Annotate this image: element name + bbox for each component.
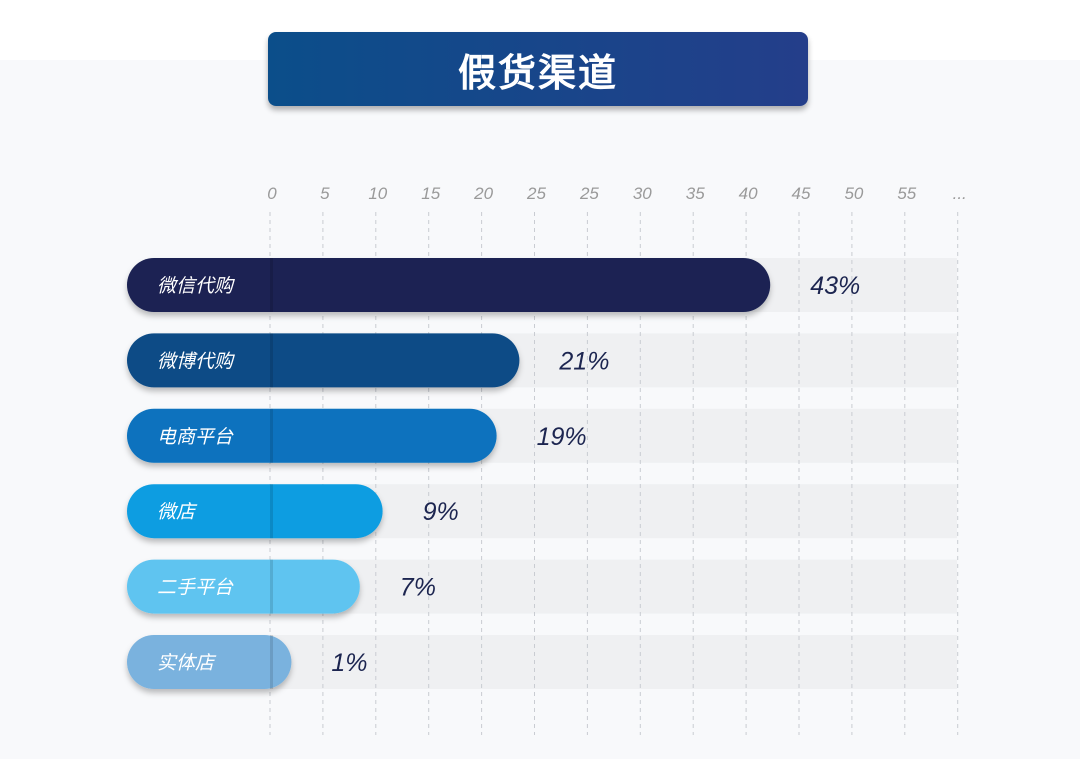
x-tick-label: 30 xyxy=(633,184,652,203)
chart-title: 假货渠道 xyxy=(268,32,808,106)
bar-track xyxy=(270,559,957,614)
value-label: 19% xyxy=(537,423,587,451)
x-tick-label: 15 xyxy=(421,184,440,203)
x-tick-label: 10 xyxy=(368,184,387,203)
bar-divider xyxy=(270,333,273,388)
value-label: 21% xyxy=(558,347,609,375)
category-label: 微信代购 xyxy=(157,275,235,297)
bar-track xyxy=(270,484,957,539)
bar xyxy=(127,484,383,539)
x-tick-label: 50 xyxy=(844,184,863,203)
bar xyxy=(127,635,292,689)
x-tick-label: 25 xyxy=(579,184,599,203)
x-tick-label: 0 xyxy=(267,184,277,203)
bar-track xyxy=(270,635,957,689)
value-label: 9% xyxy=(423,498,459,526)
bar-divider xyxy=(270,408,273,463)
bar-divider xyxy=(270,258,273,312)
category-label: 微店 xyxy=(157,501,198,523)
bar xyxy=(127,258,771,312)
category-label: 微博代购 xyxy=(157,350,235,372)
bar-divider xyxy=(270,635,273,689)
x-tick-label: 55 xyxy=(897,184,916,203)
x-tick-label: 20 xyxy=(473,184,493,203)
category-label: 电商平台 xyxy=(157,426,234,448)
x-tick-label: 25 xyxy=(526,184,546,203)
category-label: 二手平台 xyxy=(157,577,234,599)
x-tick-label: 5 xyxy=(320,184,330,203)
category-label: 实体店 xyxy=(157,652,217,674)
bar-divider xyxy=(270,559,273,614)
bar-divider xyxy=(270,484,273,539)
x-tick-label: 45 xyxy=(792,184,811,203)
value-label: 7% xyxy=(400,574,436,602)
bar xyxy=(127,333,520,388)
bar xyxy=(127,408,497,463)
x-tick-label: ... xyxy=(953,184,967,203)
value-label: 43% xyxy=(810,272,860,300)
x-tick-label: 35 xyxy=(686,184,705,203)
bar xyxy=(127,559,360,614)
value-label: 1% xyxy=(331,649,367,677)
x-tick-label: 40 xyxy=(739,184,758,203)
